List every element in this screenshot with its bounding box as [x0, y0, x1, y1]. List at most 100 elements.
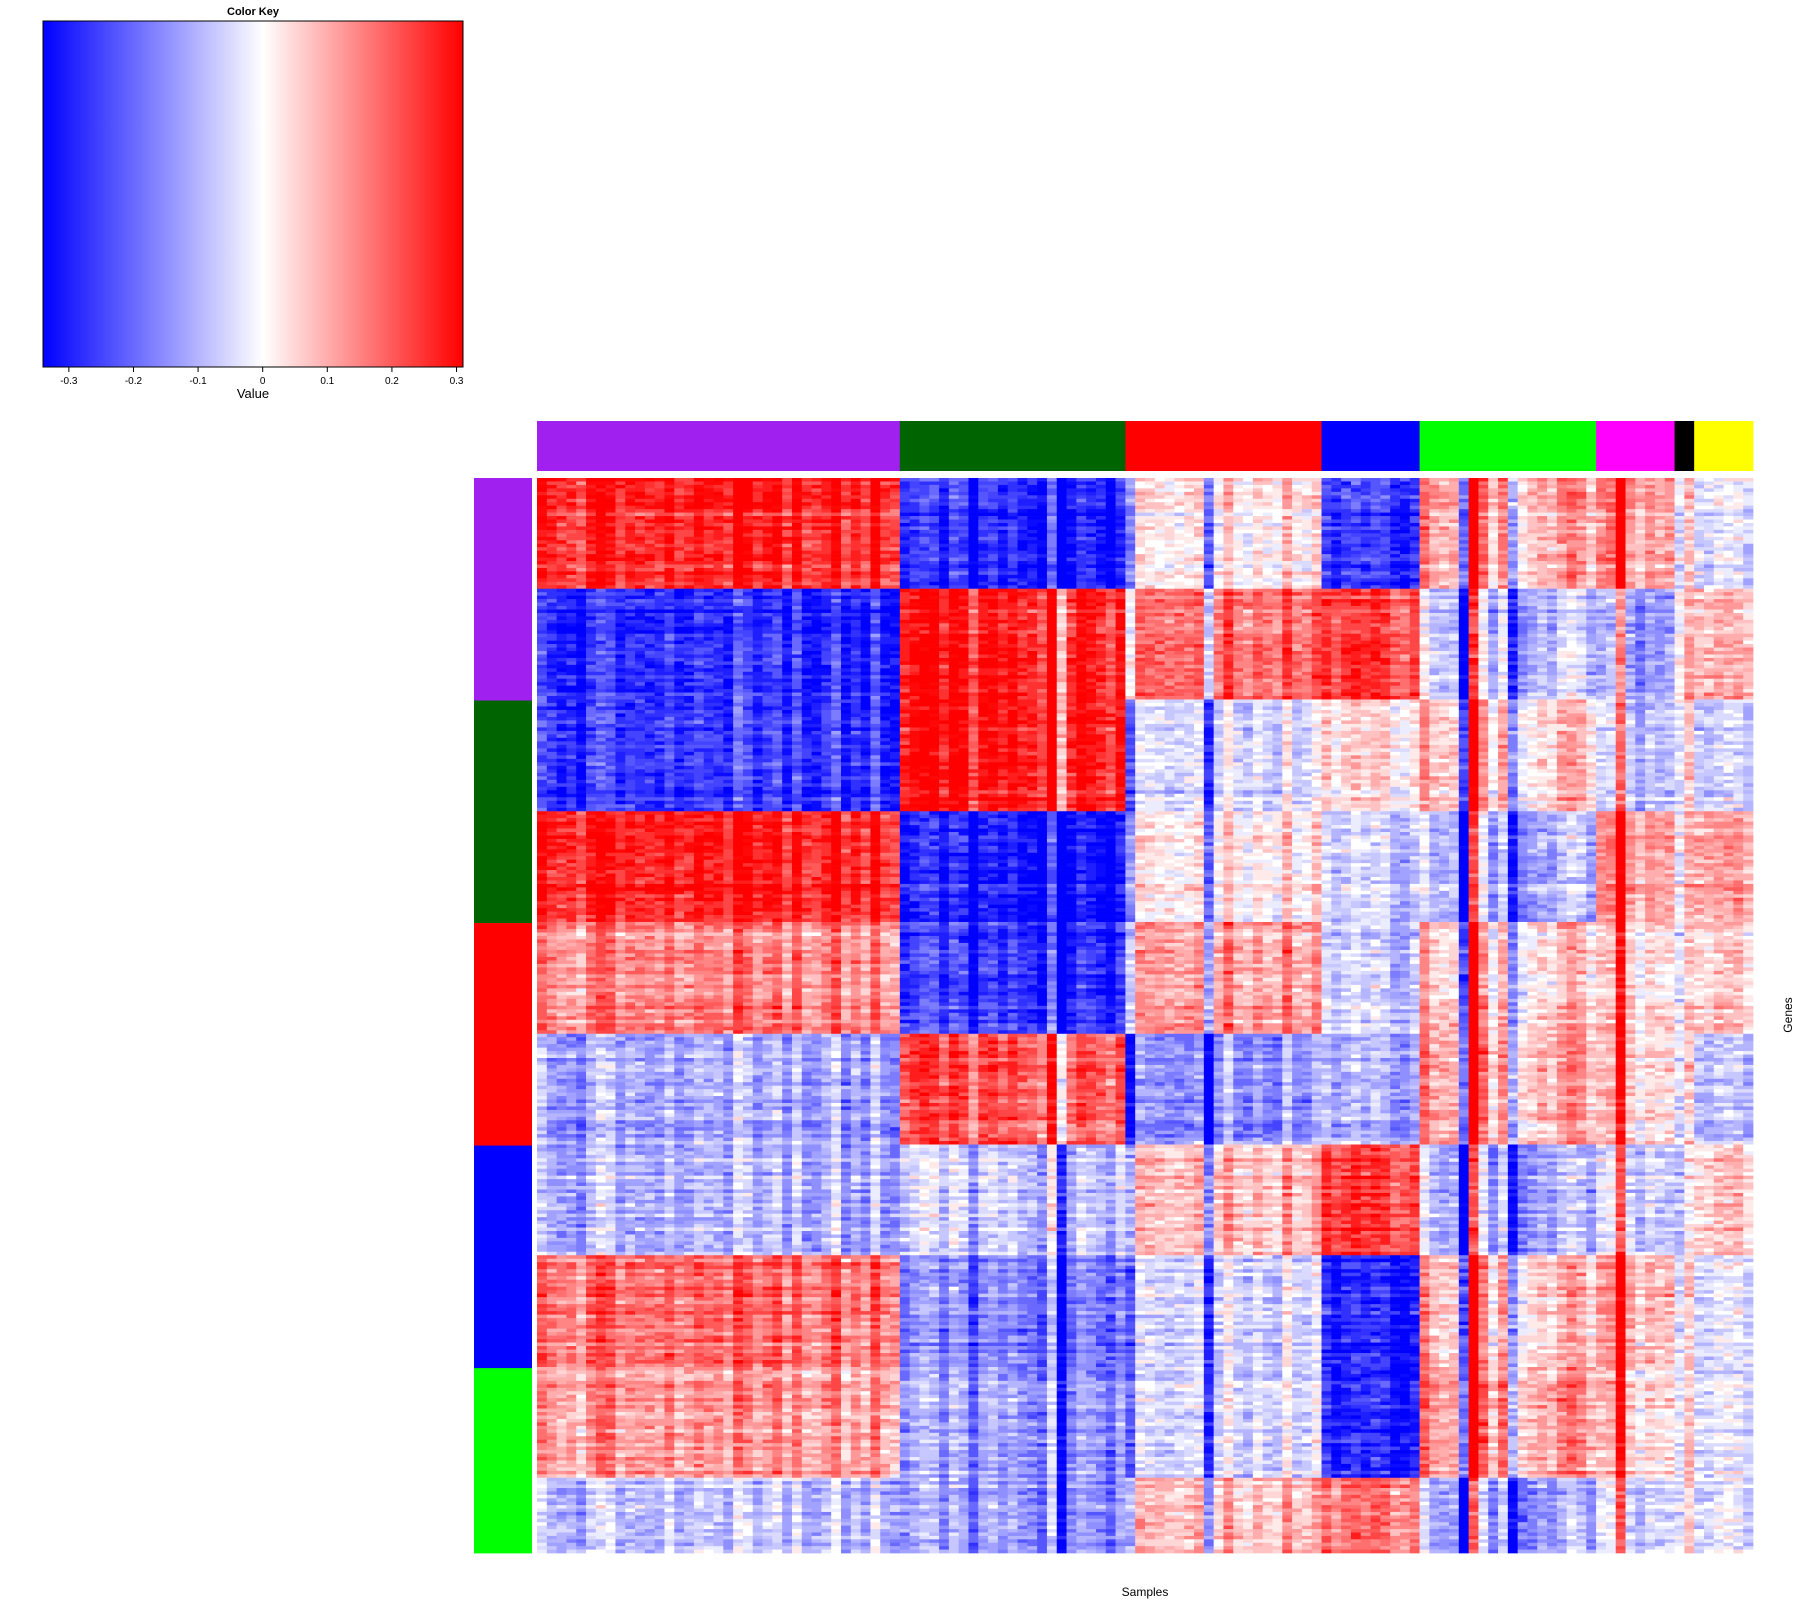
heatmap-cell [1498, 536, 1509, 541]
heatmap-cell [1399, 484, 1411, 489]
heatmap-cell [1213, 505, 1224, 510]
heatmap-cell [566, 571, 577, 576]
heatmap-cell [1105, 516, 1116, 520]
heatmap-cell [1684, 526, 1695, 531]
heatmap-cell [1046, 602, 1058, 607]
heatmap-cell [850, 554, 861, 558]
heatmap-cell [537, 619, 548, 624]
heatmap-cell [919, 630, 930, 635]
heatmap-cell [870, 505, 881, 510]
heatmap-cell [1360, 550, 1371, 555]
heatmap-cell [556, 574, 567, 579]
heatmap-cell [664, 581, 675, 586]
heatmap-cell [1233, 505, 1244, 510]
heatmap-cell [615, 633, 626, 638]
heatmap-cell [1125, 498, 1136, 503]
heatmap-cell [1105, 540, 1116, 545]
heatmap-cell [1262, 630, 1273, 635]
heatmap-cell [762, 567, 773, 572]
heatmap-cell [870, 595, 881, 600]
heatmap-cell [1458, 578, 1469, 583]
heatmap-cell [1458, 543, 1469, 548]
heatmap-cell [664, 502, 675, 507]
heatmap-cell [1350, 536, 1362, 541]
heatmap-cell [978, 567, 989, 572]
heatmap-cell [1498, 578, 1509, 583]
heatmap-row [537, 498, 1754, 503]
heatmap-cell [1272, 488, 1283, 493]
heatmap-cell [1380, 550, 1391, 555]
heatmap-cell [1341, 567, 1352, 572]
heatmap-cell [1635, 522, 1646, 527]
heatmap-cell [1105, 626, 1116, 631]
heatmap-cell [1517, 502, 1538, 507]
heatmap-cell [1115, 612, 1126, 617]
heatmap-cell [1125, 509, 1136, 513]
heatmap-cell [615, 491, 626, 496]
heatmap-cell [566, 554, 587, 558]
heatmap-cell [1037, 484, 1048, 489]
heatmap-cell [1694, 516, 1705, 520]
heatmap-cell [703, 505, 714, 510]
heatmap-cell [1399, 526, 1411, 531]
heatmap-cell [1203, 491, 1214, 496]
heatmap-cell [615, 536, 626, 541]
heatmap-cell [1615, 588, 1626, 593]
heatmap-cell [939, 588, 950, 593]
heatmap-cell [1723, 484, 1734, 489]
heatmap-cell [1321, 564, 1332, 569]
heatmap-cell [1635, 574, 1646, 579]
heatmap-cell [733, 567, 754, 572]
heatmap-cell [742, 550, 754, 555]
heatmap-cell [1498, 554, 1509, 558]
heatmap-cell [1703, 626, 1715, 631]
heatmap-cell [1321, 478, 1332, 482]
heatmap-cell [899, 619, 910, 624]
heatmap-cell [1370, 619, 1391, 624]
heatmap-cell [1233, 623, 1244, 628]
heatmap-cell [1213, 599, 1224, 603]
heatmap-cell [1135, 585, 1146, 590]
heatmap-cell [1478, 522, 1489, 527]
heatmap-cell [1556, 509, 1568, 513]
heatmap-cell [1439, 574, 1460, 579]
heatmap-cell [1507, 595, 1518, 600]
heatmap-cell [1527, 478, 1538, 482]
heatmap-cell [566, 606, 577, 610]
heatmap-cell [1194, 592, 1205, 596]
heatmap-cell [615, 557, 636, 562]
heatmap-cell [1547, 498, 1558, 503]
heatmap-cell [1615, 526, 1626, 531]
heatmap-cell [1664, 526, 1675, 531]
heatmap-cell [1095, 592, 1107, 596]
heatmap-cell [1694, 578, 1705, 583]
heatmap-cell [1684, 581, 1695, 586]
heatmap-cell [1556, 623, 1568, 628]
heatmap-cell [1292, 612, 1303, 617]
heatmap-cell [1331, 623, 1342, 628]
heatmap-cell [1056, 495, 1067, 500]
heatmap-cell [821, 505, 832, 510]
heatmap-cell [1027, 533, 1048, 538]
heatmap-cell [811, 581, 822, 586]
heatmap-cell [1262, 619, 1273, 624]
heatmap-row [537, 571, 1754, 576]
heatmap-cell [1458, 522, 1469, 527]
heatmap-cell [968, 516, 979, 520]
heatmap-cell [997, 488, 1009, 493]
heatmap-cell [1311, 481, 1322, 486]
heatmap-cell [664, 526, 675, 531]
heatmap-cell [1527, 505, 1538, 510]
heatmap-cell [1292, 526, 1313, 531]
heatmap-cell [968, 602, 979, 607]
heatmap-cell [1537, 578, 1558, 583]
heatmap-cell [1184, 616, 1195, 621]
heatmap-cell [723, 595, 734, 600]
heatmap-cell [1292, 550, 1303, 555]
heatmap-cell [1488, 543, 1499, 548]
heatmap-cell [1115, 519, 1126, 524]
heatmap-cell [1076, 543, 1087, 548]
heatmap-cell [1252, 488, 1264, 493]
heatmap-cell [1488, 540, 1499, 545]
heatmap-cell [948, 633, 969, 638]
